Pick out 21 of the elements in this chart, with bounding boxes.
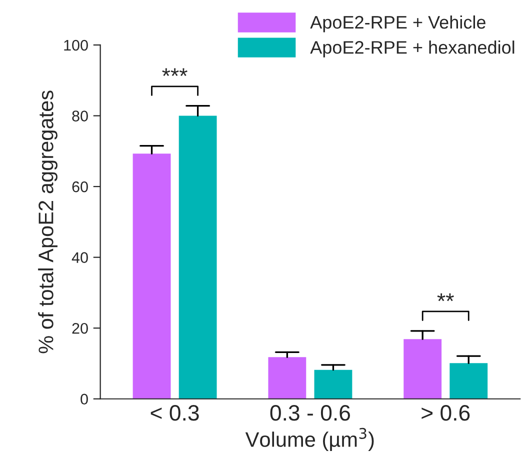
- y-tick-label: 60: [72, 181, 88, 192]
- x-tick-label: < 0.3: [150, 405, 199, 421]
- bar: [314, 370, 352, 399]
- x-tick-label: > 0.6: [422, 405, 470, 421]
- bar: [268, 357, 306, 399]
- y-tick-label: 20: [72, 322, 88, 334]
- y-tick-label: 40: [72, 252, 88, 263]
- annotation: **: [437, 293, 454, 302]
- legend-label: ApoE2-RPE + Vehicle: [310, 15, 486, 32]
- bar: [178, 116, 217, 399]
- x-axis-title: Volume (µm$^{3}$): [245, 428, 374, 452]
- bar: [132, 154, 171, 399]
- legend-label: ApoE2-RPE + hexanediol: [310, 40, 514, 58]
- y-tick-label: 0: [80, 394, 88, 405]
- x-tick-label: 0.3 - 0.6: [270, 405, 350, 421]
- annotation: ***: [162, 68, 188, 76]
- y-axis-title: % of total ApoE2 aggregates: [38, 90, 58, 354]
- bar: [450, 363, 488, 399]
- y-tick-label: 100: [64, 40, 88, 51]
- y-tick-label: 80: [72, 110, 88, 122]
- bar: [404, 339, 442, 399]
